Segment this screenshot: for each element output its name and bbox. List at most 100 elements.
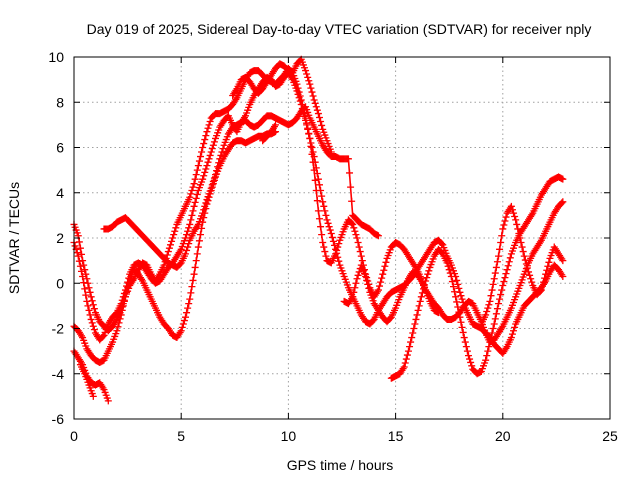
data-point <box>489 325 497 332</box>
series-sat-h <box>259 121 280 145</box>
x-tick-label: 20 <box>495 428 511 444</box>
data-point <box>332 245 340 253</box>
data-point <box>365 284 373 292</box>
x-tick-label: 5 <box>177 428 185 444</box>
data-point <box>308 144 316 151</box>
data-point <box>455 284 463 292</box>
data-point <box>215 159 223 167</box>
data-point <box>409 329 417 337</box>
data-point <box>312 103 320 111</box>
data-point <box>169 234 177 242</box>
data-point <box>464 352 472 360</box>
data-point <box>217 151 225 159</box>
data-point <box>516 234 524 242</box>
data-point <box>195 157 203 165</box>
data-point <box>83 275 91 283</box>
data-point <box>458 295 466 303</box>
data-point <box>185 300 193 308</box>
data-point <box>88 297 96 305</box>
data-point <box>416 297 424 305</box>
data-point <box>510 209 518 217</box>
data-point <box>353 275 361 283</box>
data-point <box>402 355 410 363</box>
data-point <box>171 227 179 235</box>
data-point <box>453 276 461 284</box>
data-point <box>322 252 330 260</box>
data-point <box>212 171 220 179</box>
data-point <box>335 240 343 248</box>
data-point <box>545 258 553 266</box>
data-point <box>351 284 359 292</box>
data-point <box>75 238 83 246</box>
data-point <box>165 244 173 252</box>
data-point <box>315 215 323 223</box>
y-tick-label: -4 <box>52 366 65 382</box>
data-point <box>346 169 354 177</box>
data-point <box>354 271 362 279</box>
data-point <box>191 198 199 206</box>
data-point <box>313 170 321 178</box>
data-point <box>511 213 519 221</box>
data-point <box>73 249 81 257</box>
data-point <box>513 220 521 228</box>
data-point <box>525 268 533 276</box>
data-point <box>71 242 79 250</box>
data-point <box>199 209 207 217</box>
data-point <box>76 262 84 270</box>
data-point <box>537 286 545 294</box>
data-point <box>200 140 208 148</box>
data-point <box>358 257 366 265</box>
y-tick-label: -6 <box>52 411 65 427</box>
data-point <box>438 240 446 248</box>
data-point <box>493 258 501 266</box>
data-point <box>87 315 95 323</box>
data-point <box>194 162 202 170</box>
data-point <box>354 239 362 247</box>
data-point <box>461 338 469 346</box>
data-point <box>163 251 171 259</box>
data-point <box>201 136 209 144</box>
data-point <box>178 323 186 331</box>
data-point <box>82 291 90 299</box>
data-point <box>344 155 352 163</box>
data-point <box>543 266 551 274</box>
data-point <box>488 286 496 294</box>
data-point <box>203 128 211 136</box>
data-point <box>79 257 87 265</box>
data-point <box>350 224 358 232</box>
data-point <box>208 145 216 153</box>
data-point <box>319 239 327 247</box>
data-point <box>487 292 495 300</box>
data-point <box>325 223 333 231</box>
data-point <box>191 263 199 271</box>
data-point <box>318 121 326 129</box>
data-point <box>502 213 510 221</box>
data-point <box>177 327 185 335</box>
data-point <box>507 334 515 342</box>
data-point <box>485 301 493 309</box>
data-point <box>89 392 97 400</box>
data-point <box>447 272 455 280</box>
data-point <box>522 260 530 268</box>
data-point <box>114 323 122 331</box>
data-point <box>323 216 331 224</box>
data-point <box>536 287 544 295</box>
data-point <box>497 239 505 247</box>
data-point <box>116 315 124 323</box>
data-point <box>417 293 425 301</box>
data-point <box>334 253 342 261</box>
data-point <box>306 134 314 142</box>
data-point <box>305 77 313 85</box>
data-point <box>188 211 196 219</box>
data-point <box>196 231 204 239</box>
data-point <box>308 88 316 96</box>
data-point <box>504 262 512 270</box>
data-point <box>209 177 217 185</box>
data-point <box>294 84 302 92</box>
data-point <box>81 266 89 274</box>
data-point <box>120 297 128 305</box>
data-point <box>418 289 426 297</box>
data-point <box>482 356 490 364</box>
data-point <box>208 181 216 189</box>
data-point <box>190 270 198 278</box>
